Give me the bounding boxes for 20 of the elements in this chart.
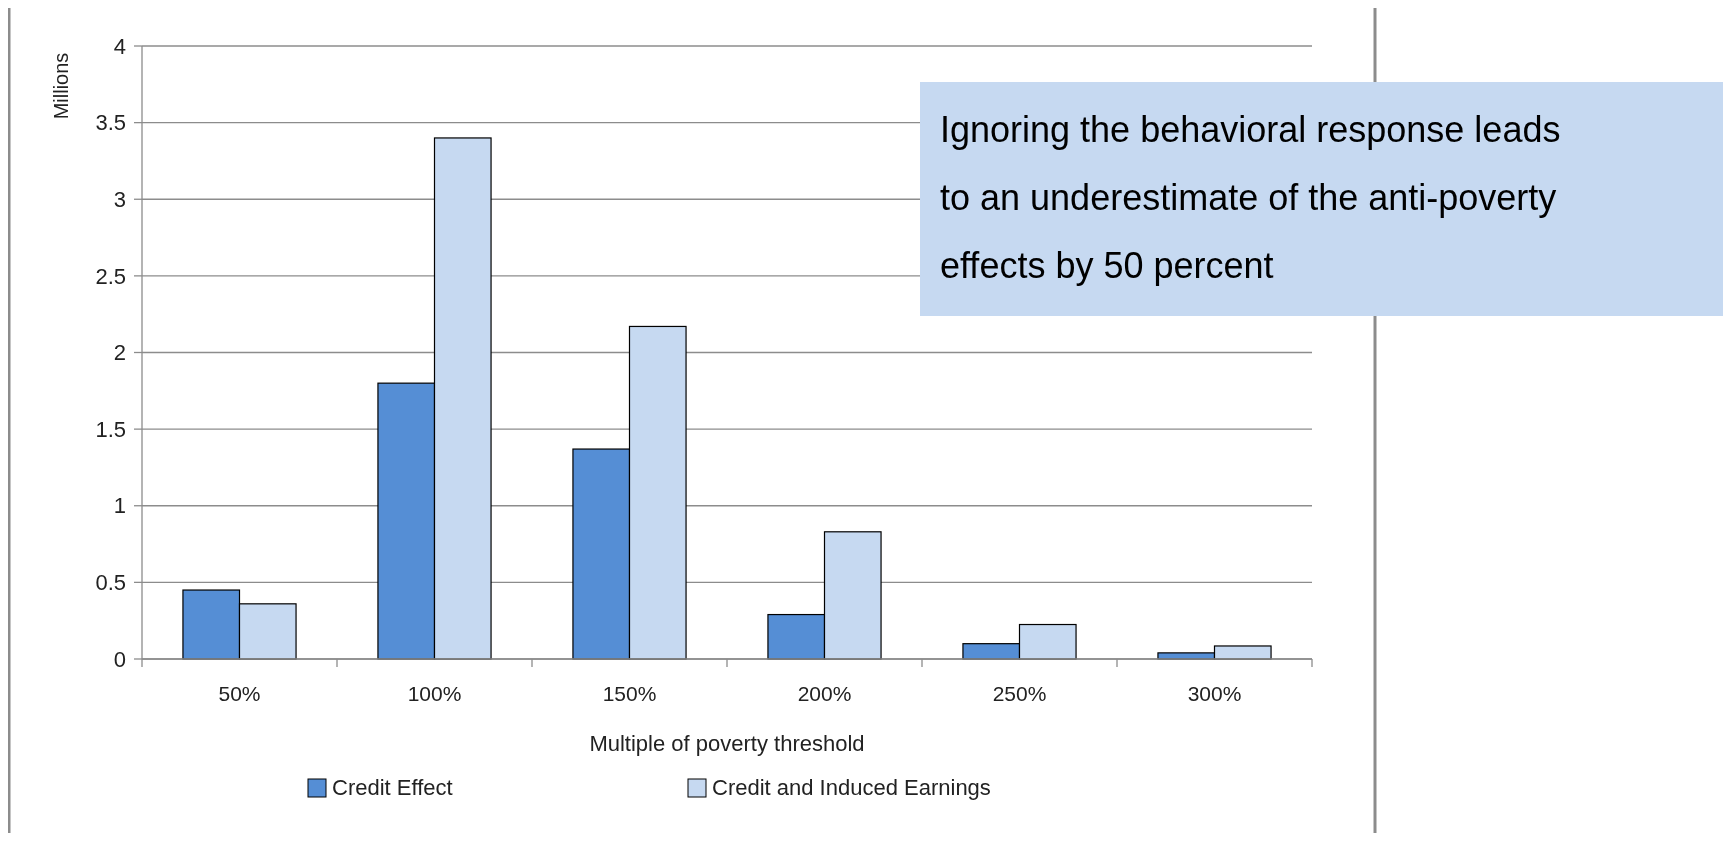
y-tick-label: 4 bbox=[113, 33, 126, 59]
y-tick-label: 0 bbox=[113, 646, 126, 672]
annotation: Ignoring the behavioral response leads to an underestimate of the anti-poverty effects by 50 percent bbox=[940, 109, 1561, 286]
y-tick-label: 3.5 bbox=[95, 110, 126, 136]
x-axis-title: Multiple of poverty threshold bbox=[589, 731, 865, 756]
y-axis-title: Millions bbox=[50, 52, 72, 120]
x-tick-label: 250% bbox=[992, 682, 1047, 705]
x-tick-label: 150% bbox=[602, 682, 657, 705]
legend-label: Credit Effect bbox=[332, 775, 453, 800]
legend-label: Credit and Induced Earnings bbox=[712, 775, 991, 800]
y-tick-label: 0.5 bbox=[95, 570, 126, 596]
x-tick-label: 200% bbox=[797, 682, 852, 705]
y-tick-label: 2 bbox=[113, 340, 126, 366]
y-tick-label: 3 bbox=[113, 186, 126, 212]
x-tick-label: 50% bbox=[218, 682, 261, 705]
y-tick-label: 2.5 bbox=[95, 263, 126, 289]
y-tick-label: 1 bbox=[113, 493, 126, 519]
x-tick-label: 100% bbox=[407, 682, 462, 705]
x-tick-label: 300% bbox=[1187, 682, 1242, 705]
y-tick-label: 1.5 bbox=[95, 416, 126, 442]
